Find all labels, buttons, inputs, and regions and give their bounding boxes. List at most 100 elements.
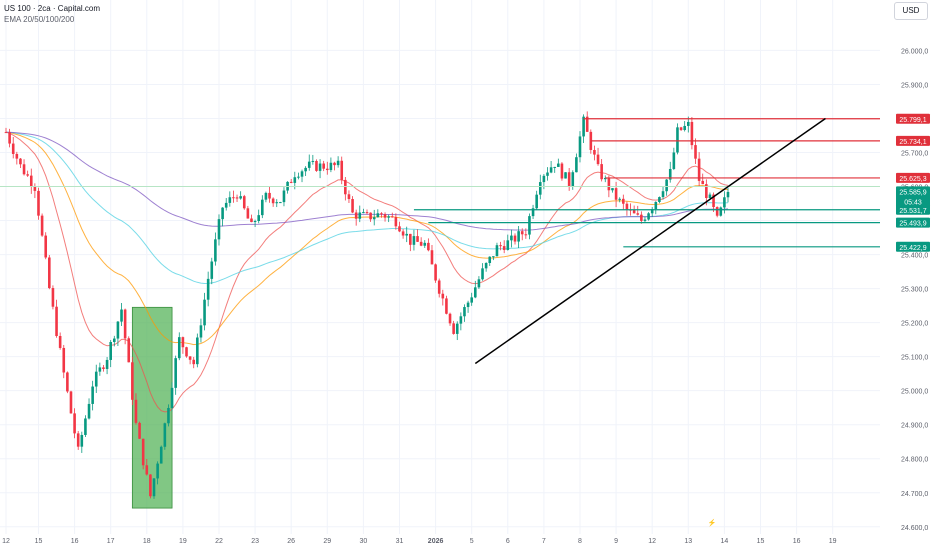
candle-body	[275, 202, 279, 204]
candle-body	[40, 215, 44, 236]
candle-body	[380, 213, 383, 215]
candle-body	[217, 219, 221, 240]
candle-body	[11, 143, 15, 154]
candle-body	[513, 235, 517, 242]
candle-body	[235, 197, 239, 199]
candle-body	[712, 194, 715, 208]
candle-body	[506, 240, 510, 250]
candle-body	[307, 161, 311, 168]
candle-body	[412, 236, 416, 245]
candle-body	[430, 250, 434, 265]
candle-body	[333, 162, 336, 166]
candle-body	[26, 174, 29, 176]
x-tick-label: 7	[542, 538, 546, 545]
candle-body	[636, 213, 640, 215]
candle-body	[517, 231, 520, 242]
candle-body	[113, 338, 116, 343]
candle-body	[55, 306, 58, 337]
candle-body	[495, 245, 499, 257]
candle-body	[214, 239, 217, 262]
candle-body	[228, 197, 232, 203]
x-tick-label: 2026	[428, 538, 444, 545]
candle-body	[571, 172, 575, 187]
candle-body	[607, 177, 611, 191]
countdown-label: 05:43	[904, 199, 922, 206]
candle-body	[149, 474, 152, 497]
price-level-badge	[896, 241, 930, 252]
candle-body	[683, 125, 686, 131]
candle-body	[564, 172, 567, 179]
candle-body	[257, 215, 260, 221]
candle-body	[708, 194, 712, 199]
candle-body	[481, 268, 484, 280]
candle-body	[87, 403, 91, 419]
candle-body	[199, 325, 203, 338]
candle-body	[152, 478, 156, 497]
candle-body	[48, 257, 51, 289]
candle-body	[647, 213, 650, 220]
candle-body	[185, 347, 188, 357]
price-level-label: 25.531,7	[899, 208, 926, 215]
candle-body	[109, 342, 112, 360]
x-tick-label: 13	[684, 538, 692, 545]
candle-body	[4, 132, 8, 134]
candle-body	[441, 293, 445, 299]
currency-button[interactable]: USD	[894, 2, 928, 20]
candle-body	[387, 216, 390, 218]
candle-body	[22, 164, 26, 175]
candle-body	[37, 190, 40, 216]
price-level-badge	[896, 113, 930, 124]
us-flag-icon[interactable]: ●	[748, 520, 754, 527]
candle-body	[94, 371, 98, 387]
candle-body	[141, 438, 145, 466]
candle-body	[293, 177, 297, 183]
x-tick-label: 23	[251, 538, 259, 545]
x-tick-label: 5	[470, 538, 474, 545]
price-level-label: 25.799,1	[899, 117, 926, 124]
candle-body	[643, 219, 647, 221]
candle-body	[546, 172, 549, 176]
candle-body	[401, 231, 405, 236]
candle-body	[445, 298, 448, 314]
candle-body	[242, 196, 246, 209]
candle-body	[625, 203, 629, 210]
candle-body	[477, 279, 481, 288]
candle-body	[603, 177, 607, 180]
y-tick-label: 25.700,0	[901, 150, 928, 157]
y-tick-label: 24.800,0	[901, 457, 928, 464]
candle-body	[611, 188, 614, 191]
candle-body	[697, 158, 701, 181]
candle-body	[174, 358, 177, 388]
candle-body	[232, 197, 235, 199]
candle-body	[120, 309, 123, 322]
candle-body	[271, 198, 275, 204]
us-flag-icon[interactable]: ●	[785, 520, 791, 527]
x-tick-label: 26	[287, 538, 295, 545]
candle-body	[723, 197, 726, 208]
candle-body	[705, 184, 708, 199]
price-level-badge	[896, 135, 930, 146]
candle-body	[510, 235, 513, 241]
x-tick-label: 18	[143, 538, 151, 545]
x-tick-label: 6	[506, 538, 510, 545]
x-tick-label: 17	[107, 538, 115, 545]
y-tick-label: 24.900,0	[901, 423, 928, 430]
candle-body	[347, 194, 351, 200]
candle-body	[632, 210, 636, 214]
candle-body	[250, 218, 253, 223]
candle-body	[127, 338, 131, 363]
demand-zone	[131, 306, 173, 509]
y-tick-label: 25.200,0	[901, 321, 928, 328]
candle-body	[279, 202, 282, 204]
candle-body	[470, 297, 473, 303]
lightning-icon[interactable]: ⚡	[707, 520, 717, 527]
candle-body	[578, 136, 582, 158]
candle-body	[502, 246, 506, 250]
candle-body	[618, 198, 621, 200]
ema-100-line	[5, 131, 729, 285]
candle-body	[73, 413, 76, 434]
price-level-label: 25.422,9	[899, 245, 926, 252]
candle-body	[665, 179, 668, 192]
